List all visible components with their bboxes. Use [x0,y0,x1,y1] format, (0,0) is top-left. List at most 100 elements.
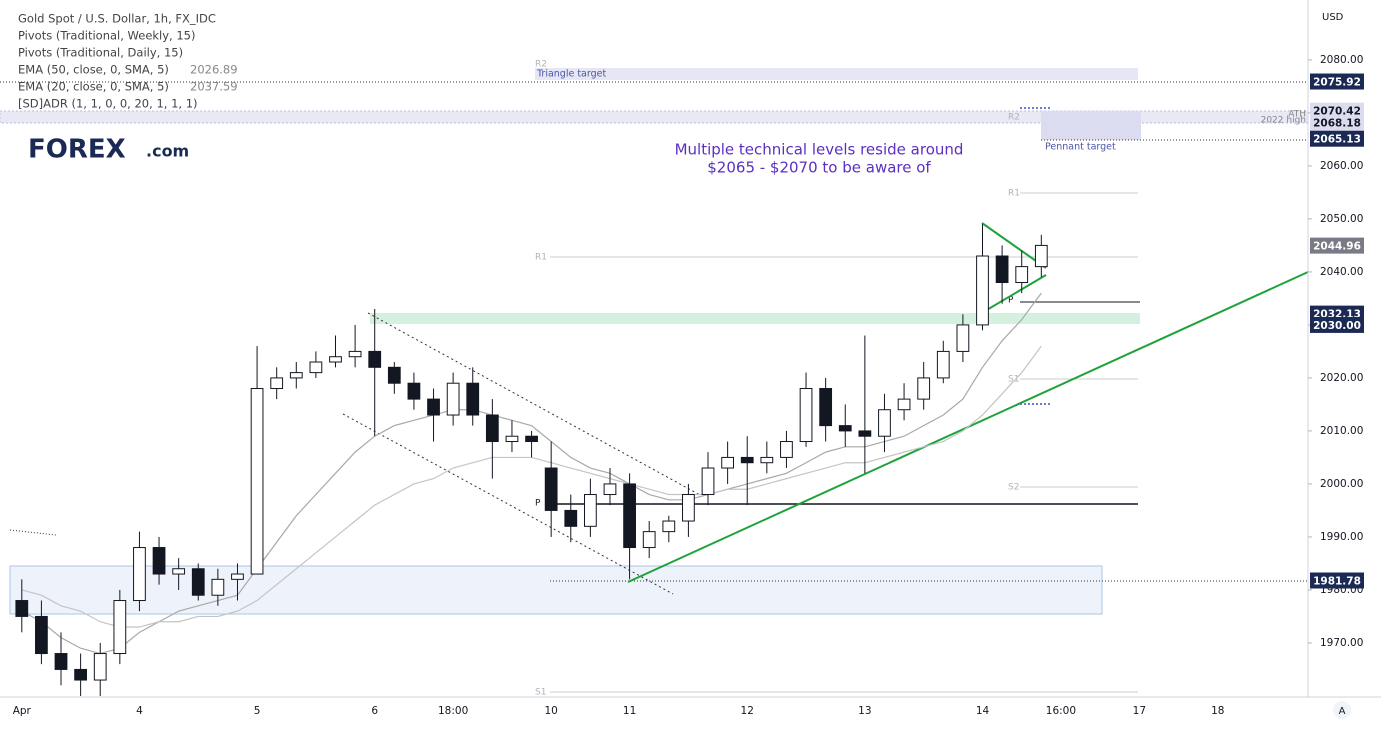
candle-body [819,388,833,427]
candle-body [387,366,401,384]
legend-value: 2037.59 [190,80,238,94]
candle-body [603,483,617,496]
annotation: Triangle target [536,69,606,80]
candle-body [662,520,676,533]
candle-body [93,653,107,681]
y-tick-label: 2010.00 [1320,425,1363,437]
pivot-label: R2 [535,60,547,70]
x-tick-label: 17 [1133,705,1146,717]
price-label: 2075.92 [1313,77,1361,89]
pivot-label: S1 [1008,375,1019,385]
pivot-label: R2 [1008,113,1020,123]
candle-body [878,409,891,437]
pennant-line [984,274,1047,312]
legend-value: 2026.89 [190,63,238,77]
x-tick-label: 12 [741,705,754,717]
candle-body [329,356,342,363]
pennant-target-box [1041,111,1141,140]
annotation: $2065 - $2070 to be aware of [707,159,931,177]
price-label: 1981.78 [1313,575,1361,587]
price-label-box [1310,130,1364,147]
price-label-box [1310,572,1364,589]
candle-body [936,350,950,379]
logo-suffix: .com [146,142,189,161]
price-label: 2065.13 [1313,134,1361,146]
candle-body [152,547,166,575]
candle-body [544,467,558,511]
scale-button-label[interactable]: A [1339,706,1346,717]
annotation: Multiple technical levels reside around [675,141,964,159]
x-tick-label: 18:00 [438,705,468,717]
candle-body [583,494,597,527]
candle-body [682,494,695,522]
x-tick-label: 18 [1211,705,1224,717]
candle-body [191,568,205,596]
candle-body [309,361,323,374]
candle-body [623,483,636,549]
price-label-box [1310,114,1364,131]
annotation: ATH [1288,110,1306,120]
x-tick-label: 5 [254,705,261,717]
candle-body [446,382,460,416]
pivot-label: R1 [535,253,547,263]
candle-body [485,414,499,443]
pivot-label: S2 [1008,483,1019,493]
triangle-target-band [535,68,1138,80]
candle-body [407,382,421,400]
y-tick-label: 2040.00 [1320,266,1363,278]
price-label-box [1310,73,1364,90]
pivot-label: P [535,499,541,509]
candle-body [525,435,538,443]
candle-body [211,578,225,596]
x-tick-label: 10 [544,705,557,717]
legend-line: EMA (20, close, 0, SMA, 5) [18,80,169,94]
x-tick-label: 13 [858,705,871,717]
candle-body [976,255,989,326]
candle-body [1034,244,1048,268]
resistance-zone [370,313,1140,324]
scale-button[interactable] [1333,701,1351,719]
candle-body [1015,266,1029,284]
y-tick-label: 1970.00 [1320,637,1363,649]
axis-unit: USD [1322,12,1344,23]
candle-body [995,255,1009,284]
candle-body [113,600,127,655]
candle-body [799,388,813,443]
candle-body [956,324,970,352]
candle-body [35,615,48,655]
candle-body [54,653,68,670]
candle-body [466,382,480,416]
candle-body [270,377,284,390]
candle-body [760,456,774,464]
candle-body [858,430,872,437]
pivot-label: P [1008,296,1014,306]
y-tick-label: 2060.00 [1320,160,1363,172]
x-tick-label: 11 [623,705,636,717]
candle-body [289,372,303,379]
x-tick-label: 6 [371,705,378,717]
legend-line: EMA (50, close, 0, SMA, 5) [18,63,169,77]
candle-body [250,388,264,575]
candle-body [15,600,29,617]
y-tick-label: 1990.00 [1320,531,1363,543]
annotation: Pennant target [1045,142,1116,153]
candle-body [427,398,440,416]
candle-body [838,425,852,432]
pivot-label: S1 [535,688,546,698]
candle-body [368,350,382,368]
y-tick-label: 2000.00 [1320,478,1363,490]
candle-body [897,398,911,411]
ema-line [21,292,1042,655]
candle-body [74,668,88,681]
legend-line: Pivots (Traditional, Daily, 15) [18,46,183,60]
price-label: 2044.96 [1313,241,1361,253]
annotation: 2022 high [1261,116,1306,126]
channel-line [367,312,701,496]
candle-body [133,547,146,602]
plot [15,224,1048,696]
legend-title: Gold Spot / U.S. Dollar, 1h, FX_IDC [18,12,216,26]
x-tick-label: 16:00 [1046,705,1076,717]
candle-body [721,456,735,469]
